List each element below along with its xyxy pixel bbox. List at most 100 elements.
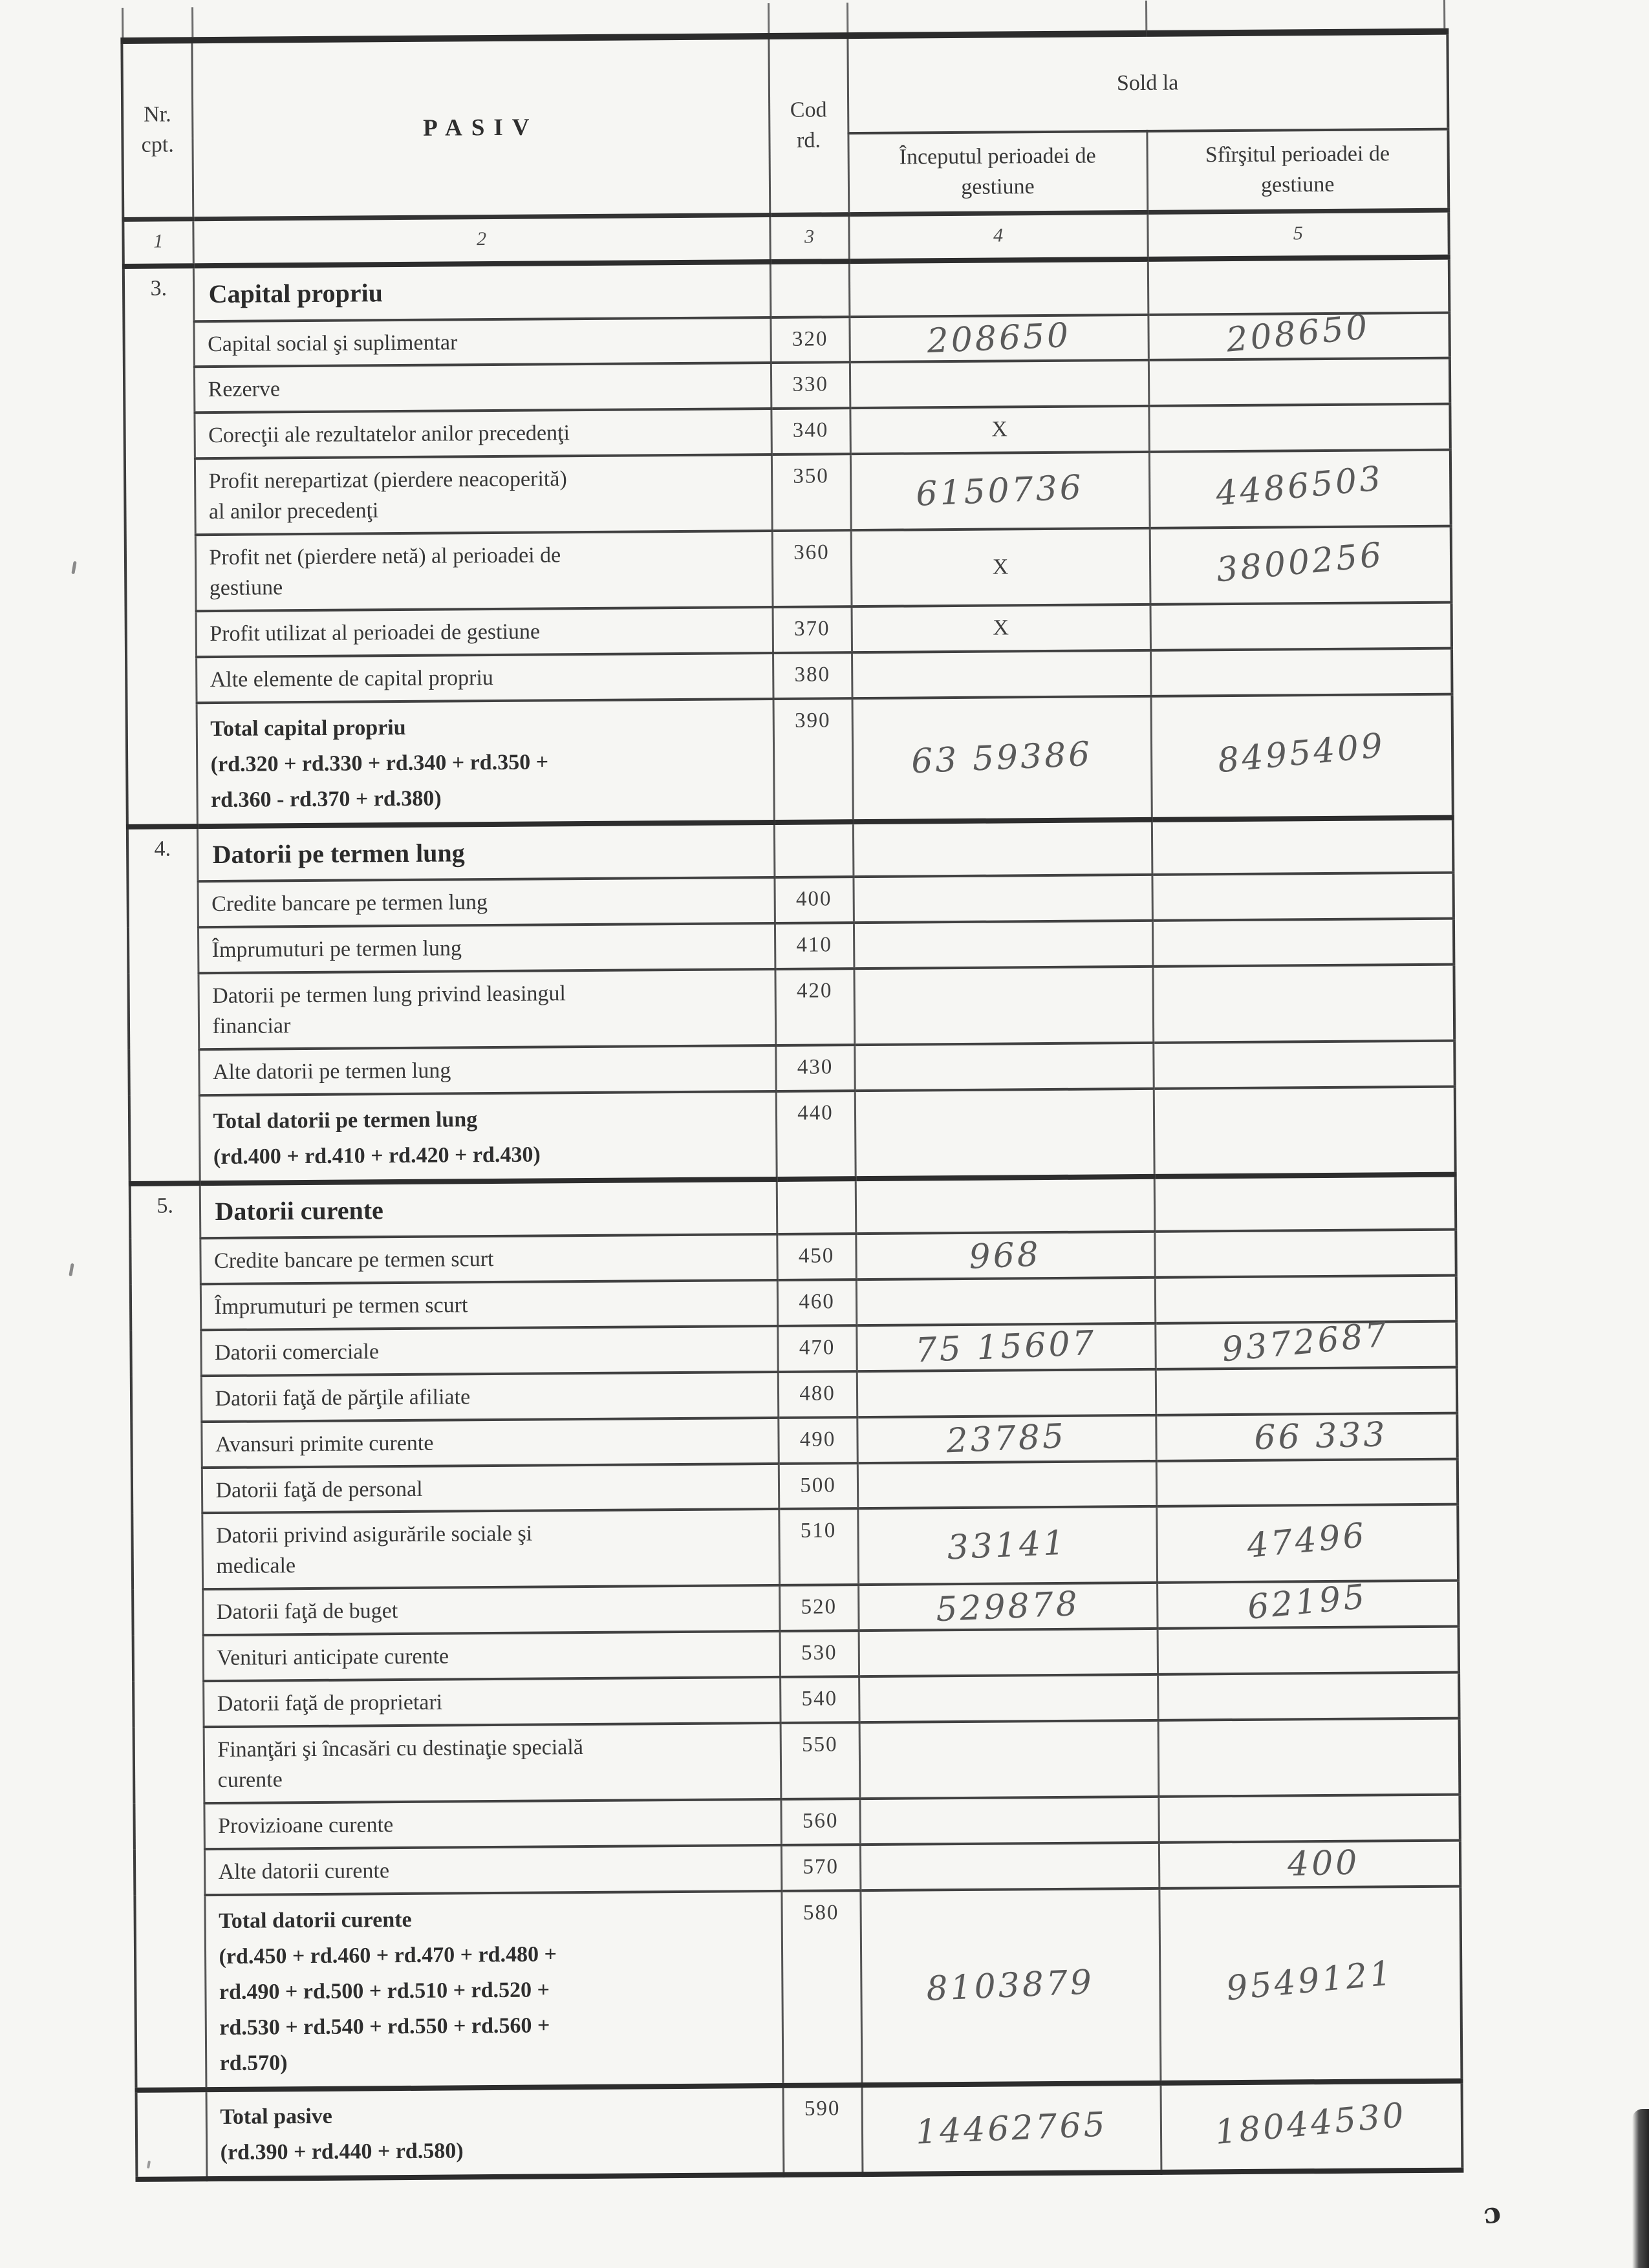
scanner-edge-band [1632, 2109, 1649, 2268]
row-code-cell: 450 [777, 1234, 856, 1280]
value-end-cell [1154, 1174, 1456, 1232]
value-start-cell [854, 1088, 1154, 1179]
row-code-cell: 550 [780, 1722, 860, 1799]
row-code-cell: 530 [779, 1631, 859, 1678]
value-start-cell [852, 819, 1152, 877]
handwritten-value: 62195 [1245, 1577, 1369, 1627]
value-end-cell: 62195 [1157, 1577, 1459, 1629]
table-row: Total capital propriu (rd.320 + rd.330 +… [127, 694, 1453, 827]
row-label-cell: Corecţii ale rezultatelor anilor precede… [194, 409, 771, 459]
handwritten-value: 8495409 [1216, 726, 1387, 781]
row-code-cell: 590 [782, 2085, 863, 2176]
handwritten-value: 63 59386 [910, 735, 1094, 782]
row-code-cell: 470 [777, 1325, 857, 1372]
column-number: 5 [1147, 210, 1449, 260]
value-end-cell: 208650 [1148, 308, 1450, 361]
value-end-cell [1156, 1459, 1458, 1507]
row-code-cell: 520 [779, 1585, 859, 1632]
row-label-cell: Total datorii pe termen lung (rd.400 + r… [199, 1091, 777, 1184]
value-end-cell: 4486503 [1148, 449, 1451, 529]
handwritten-value: 208650 [926, 316, 1072, 361]
value-end-cell [1147, 257, 1450, 315]
scan-artifact-squiggle: ɔ [1481, 2196, 1503, 2231]
column-stub [1145, 0, 1148, 30]
row-code-cell: 380 [773, 652, 852, 699]
row-label-cell: Datorii pe termen lung [197, 822, 775, 882]
value-end-cell [1157, 1626, 1460, 1674]
row-label-cell: Total pasive (rd.390 + rd.440 + rd.580) [206, 2085, 784, 2179]
row-code-cell: 560 [781, 1798, 860, 1845]
value-start-cell [853, 920, 1153, 969]
handwritten-value: 9372687 [1220, 1315, 1391, 1370]
row-label-cell: Alte datorii pe termen lung [199, 1045, 776, 1095]
row-label-cell: Alte elemente de capital propriu [196, 652, 773, 703]
row-label-cell: Capital propriu [193, 262, 771, 321]
pasiv-balance-table: Nr. cpt. PASIV Cod rd. Sold la Începutul… [120, 28, 1464, 2183]
column-stub [122, 7, 124, 37]
value-end-cell [1158, 1718, 1460, 1797]
value-start-cell [853, 875, 1152, 923]
value-start-cell: X [851, 604, 1151, 652]
value-end-cell [1152, 964, 1455, 1043]
value-start-cell [859, 1720, 1159, 1799]
value-end-cell [1148, 404, 1450, 453]
header-pasiv: PASIV [191, 36, 770, 219]
handwritten-value: 75 15607 [914, 1323, 1097, 1371]
column-stub [191, 7, 194, 37]
handwritten-value: 23785 [945, 1417, 1068, 1461]
row-code-cell: 480 [777, 1371, 857, 1418]
row-label-cell: Provizioane curente [204, 1799, 781, 1849]
handwritten-value: 33141 [946, 1524, 1068, 1568]
row-label-cell: Profit net (pierdere netă) al perioadei … [195, 531, 773, 612]
value-end-cell [1151, 817, 1454, 875]
value-start-cell: X [850, 528, 1150, 607]
x-mark: X [993, 615, 1009, 640]
value-end-cell [1158, 1672, 1460, 1720]
table-row: Total pasive (rd.390 + rd.440 + rd.580) 5… [136, 2081, 1463, 2180]
column-stub [846, 3, 849, 33]
table-body: 3. Capital propriu Capital social şi supli… [123, 257, 1463, 2180]
value-end-cell [1158, 1794, 1460, 1843]
value-start-cell: X [850, 406, 1149, 455]
value-start-cell [856, 1369, 1156, 1417]
row-label-cell: Profit nerepartizat (pierdere neacoperit… [194, 455, 772, 535]
row-code-cell: 490 [778, 1417, 857, 1464]
column-number: 2 [193, 215, 770, 266]
handwritten-value: 208650 [1225, 308, 1372, 360]
value-start-cell [859, 1796, 1159, 1845]
header-period-end: Sfîrşitul perioadei de gestiune [1147, 129, 1449, 213]
table-row: Profit nerepartizat (pierdere neacoperit… [125, 449, 1451, 535]
handwritten-value: 66 333 [1253, 1415, 1388, 1458]
scan-artifact-tick [71, 561, 77, 575]
row-number-cell: 3. [123, 266, 197, 827]
value-start-cell: 6150736 [850, 452, 1150, 531]
handwritten-value: 47496 [1245, 1516, 1369, 1567]
row-code-cell: 510 [779, 1508, 859, 1586]
column-number: 3 [770, 214, 849, 262]
row-code-cell [773, 822, 854, 878]
value-start-cell [857, 1460, 1157, 1509]
header-cod-rd: Cod rd. [768, 36, 849, 215]
value-start-cell [859, 1842, 1159, 1890]
row-label-cell: Datorii pe termen lung privind leasingul… [198, 968, 776, 1049]
handwritten-value: 3800256 [1214, 535, 1386, 590]
value-end-cell: 400 [1158, 1840, 1461, 1888]
row-label-cell: Datorii privind asigurările sociale şi m… [202, 1509, 780, 1590]
row-label-cell: Avansuri primite curente [201, 1417, 779, 1468]
row-code-cell: 320 [770, 316, 850, 363]
row-label-cell: Rezerve [193, 363, 771, 413]
value-start-cell: 529878 [858, 1583, 1158, 1631]
value-end-cell [1153, 1086, 1456, 1177]
value-start-cell: 63 59386 [852, 696, 1152, 822]
row-code-cell [776, 1178, 856, 1234]
row-label-cell: Total datorii curente (rd.450 + rd.460 +… [204, 1890, 783, 2090]
value-end-cell [1155, 1367, 1458, 1415]
value-end-cell: 8495409 [1150, 694, 1453, 820]
value-end-cell [1152, 918, 1454, 967]
row-label-cell: Credite bancare pe termen scurt [200, 1234, 777, 1285]
row-code-cell: 580 [781, 1890, 862, 2086]
value-start-cell [854, 1042, 1154, 1091]
value-end-cell [1153, 1040, 1455, 1089]
x-mark: X [991, 417, 1008, 442]
